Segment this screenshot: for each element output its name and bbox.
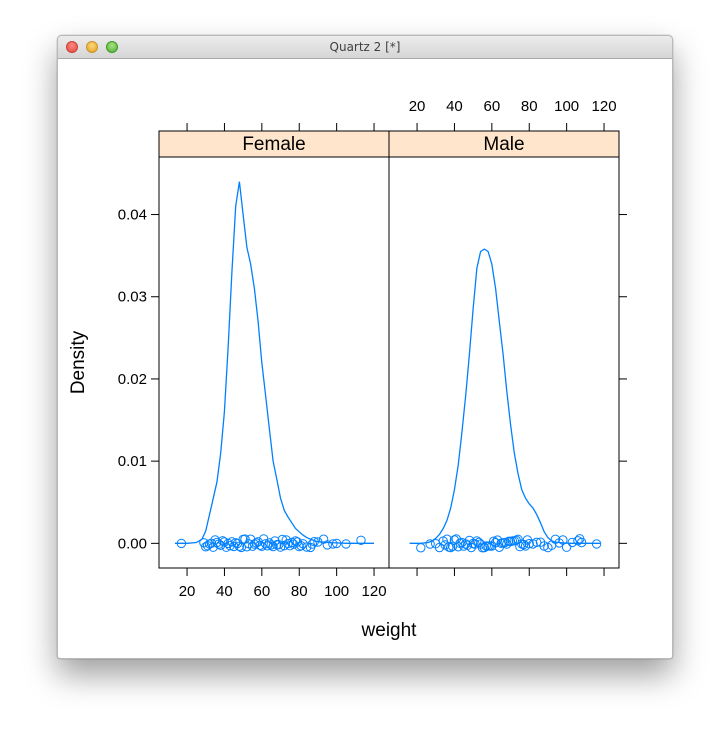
data-point-male: [567, 537, 577, 548]
plot-window: Quartz 2 [*] Female 20 40 60 80 100 120 Male 20 4…: [57, 35, 673, 659]
strip-male: [388, 130, 620, 158]
close-window-button[interactable]: [66, 41, 78, 53]
strip-label-male: Male: [483, 134, 524, 155]
x-tick-label: 60: [254, 583, 271, 600]
x-axis-title: weight: [361, 620, 418, 641]
data-point-female: [176, 538, 187, 549]
strip-label-female: Female: [242, 134, 305, 155]
plot-area: Female 20 40 60 80 100 120 Male 20 40 60 80 100 120 0.…: [58, 58, 672, 658]
data-point-female: [302, 542, 312, 552]
x-tick-label: 60: [484, 98, 501, 115]
data-point-male: [558, 535, 568, 545]
data-point-male: [532, 537, 542, 547]
data-point-female: [262, 541, 273, 551]
y-axis-title: Density: [68, 330, 89, 394]
x-tick-label: 40: [446, 98, 463, 115]
data-point-female: [296, 541, 306, 551]
data-point-female: [309, 537, 319, 547]
data-point-female: [313, 537, 323, 547]
y-tick-label: 0.00: [118, 535, 147, 552]
y-tick-label: 0.01: [118, 453, 147, 470]
data-point-male: [561, 542, 572, 552]
panel-frame-male: [388, 156, 620, 569]
x-tick-label: 80: [521, 98, 538, 115]
data-point-female: [328, 539, 338, 549]
data-point-male: [425, 539, 435, 549]
data-point-male: [500, 537, 510, 548]
data-point-female: [322, 540, 332, 550]
data-point-female: [331, 538, 342, 549]
data-point-female: [341, 539, 351, 549]
x-tick-label: 120: [592, 98, 617, 115]
x-tick-label: 20: [409, 98, 426, 115]
x-tick-label: 100: [324, 583, 349, 600]
data-point-male: [591, 539, 602, 549]
data-point-male: [524, 539, 534, 549]
data-point-female: [307, 539, 318, 549]
x-tick-label: 120: [362, 583, 387, 600]
title-bar[interactable]: Quartz 2 [*]: [58, 36, 672, 59]
x-tick-label: 20: [179, 583, 196, 600]
y-tick-label: 0.03: [118, 289, 147, 306]
data-point-male: [446, 542, 456, 553]
x-tick-label: 100: [554, 98, 579, 115]
density-line-male: [409, 248, 601, 544]
density-chart: Female 20 40 60 80 100 120 Male 20 40 60 80 100 120 0.…: [68, 98, 627, 641]
x-tick-label: 40: [216, 583, 233, 600]
panel-frame-female: [158, 156, 390, 569]
data-point-female: [356, 535, 366, 545]
y-tick-label: 0.04: [118, 207, 147, 224]
data-point-male: [459, 541, 469, 551]
density-line-female: [174, 181, 374, 544]
data-point-male: [416, 543, 426, 553]
minimize-window-button[interactable]: [86, 41, 98, 53]
x-tick-label: 80: [291, 583, 308, 600]
data-point-female: [227, 537, 237, 547]
y-tick-label: 0.02: [118, 371, 147, 388]
window-title: Quartz 2 [*]: [329, 40, 401, 54]
data-point-male: [576, 537, 587, 548]
zoom-window-button[interactable]: [106, 41, 118, 53]
